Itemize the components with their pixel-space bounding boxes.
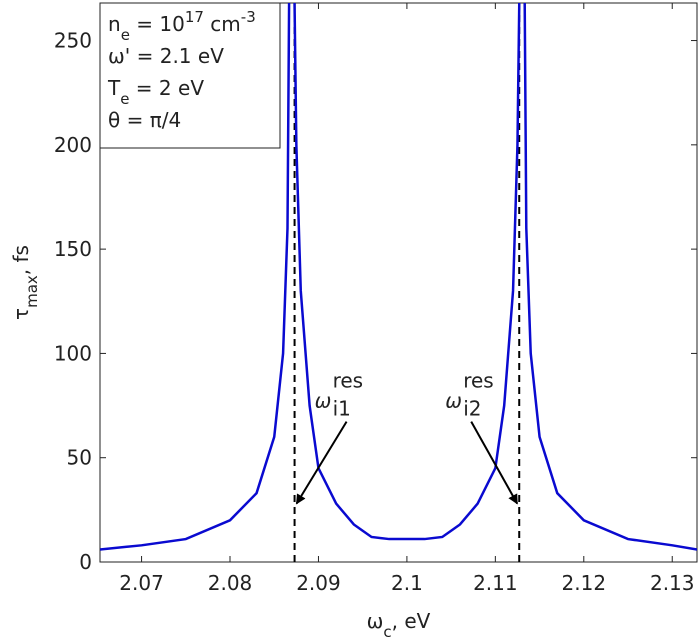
plot-frame [99, 2, 698, 563]
x-tick-label: 2.11 [473, 571, 518, 595]
y-tick-label: 0 [79, 550, 92, 574]
info-line: Te = 2 eV [107, 76, 204, 108]
y-tick-label: 150 [54, 237, 92, 261]
annotation-sup: res [333, 369, 364, 393]
text-part: ω [367, 609, 384, 633]
y-tick-label: 100 [54, 341, 92, 365]
x-tick-label: 2.09 [296, 571, 341, 595]
annotation-arrow [470, 421, 519, 505]
text-part: -3 [241, 8, 256, 26]
text-part: 17 [185, 8, 204, 26]
text-part: = 2 eV [129, 76, 204, 100]
y-tick-label: 250 [54, 29, 92, 53]
x-tick-label: 2.13 [650, 571, 695, 595]
annotation-arrow [295, 421, 348, 505]
annotation-symbol: ω [445, 389, 462, 413]
text-part: , fs [9, 245, 33, 275]
x-tick-label: 2.12 [562, 571, 607, 595]
annotation-sup: res [463, 369, 494, 393]
text-part: max [23, 275, 41, 308]
text-part: ω' = 2.1 eV [108, 44, 224, 68]
annotation-sub: i2 [463, 397, 481, 421]
text-part: τ [9, 308, 33, 320]
text-part: = 10 [130, 12, 185, 36]
annotation-sub: i1 [333, 397, 351, 421]
y-tick-label: 200 [54, 133, 92, 157]
text-part: cm [204, 12, 241, 36]
annotation-symbol: ω [315, 389, 332, 413]
y-tick-label: 50 [67, 446, 92, 470]
info-line: θ = π/4 [108, 108, 181, 132]
x-tick-label: 2.08 [208, 571, 253, 595]
info-line: ω' = 2.1 eV [108, 44, 224, 68]
x-axis-label: ωc, eV [367, 609, 431, 641]
text-part: θ = π/4 [108, 108, 181, 132]
text-part: e [121, 26, 130, 44]
info-box [99, 2, 281, 149]
x-tick-label: 2.1 [391, 571, 423, 595]
text-part: e [120, 90, 129, 108]
x-tick-label: 2.07 [119, 571, 164, 595]
text-part: T [107, 76, 121, 100]
y-axis-label: τmax, fs [9, 245, 41, 320]
text-part: c [383, 623, 391, 641]
text-part: , eV [392, 609, 431, 633]
text-part: n [108, 12, 121, 36]
data-line [100, 3, 697, 551]
info-line: ne = 1017 cm-3 [108, 8, 256, 44]
